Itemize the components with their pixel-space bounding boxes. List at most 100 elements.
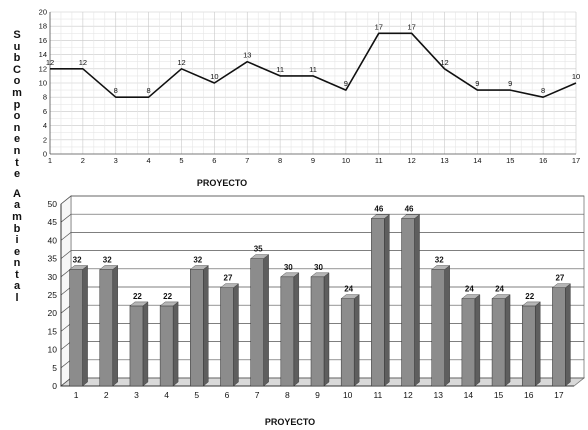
y-axis-title-letter: e bbox=[13, 133, 21, 146]
line-chart-x-tick-label: 15 bbox=[506, 156, 514, 165]
line-chart-data-label: 12 bbox=[177, 58, 185, 67]
bar-top bbox=[491, 294, 511, 299]
bar-top bbox=[310, 272, 330, 277]
bar-chart-x-tick-label: 16 bbox=[524, 390, 534, 400]
y-axis-title-letter: b bbox=[13, 52, 21, 65]
bar-data-label: 32 bbox=[435, 256, 444, 265]
y-axis-title-letter: S bbox=[13, 29, 21, 41]
bar bbox=[431, 269, 445, 387]
bar-chart-y-tick-label: 40 bbox=[48, 235, 58, 245]
line-chart-data-label: 12 bbox=[46, 58, 54, 67]
bar-chart-x-axis-title: PROYECTO bbox=[265, 417, 315, 427]
line-chart-x-tick-label: 1 bbox=[48, 156, 52, 165]
bar-top bbox=[521, 301, 541, 307]
bar-top bbox=[159, 301, 179, 307]
y-axis-title-letter: m bbox=[12, 86, 22, 99]
line-chart-data-label: 8 bbox=[541, 86, 545, 95]
bar-data-label: 30 bbox=[314, 263, 323, 272]
line-chart-y-tick-label: 16 bbox=[39, 36, 47, 45]
bar bbox=[310, 276, 325, 387]
line-chart-data-label: 17 bbox=[375, 22, 383, 31]
bar-side bbox=[565, 283, 571, 387]
bar bbox=[99, 269, 114, 387]
bar-chart-y-tick-label: 10 bbox=[48, 345, 58, 355]
line-chart-y-tick-label: 0 bbox=[43, 150, 47, 159]
line-chart-x-tick-label: 14 bbox=[473, 156, 481, 165]
y-axis-title-letter: e bbox=[13, 245, 21, 258]
bar-top bbox=[219, 283, 240, 288]
bar-data-label: 24 bbox=[344, 285, 353, 294]
bar-data-label: 27 bbox=[555, 274, 564, 283]
bar-chart-y-tick-label: 30 bbox=[48, 272, 58, 282]
line-chart-x-tick-label: 16 bbox=[539, 156, 547, 165]
bar-chart-y-tick-label: 20 bbox=[48, 308, 58, 318]
line-chart-x-tick-label: 3 bbox=[114, 156, 118, 165]
line-chart-y-tick-label: 10 bbox=[39, 79, 47, 88]
bar-chart-x-tick-label: 14 bbox=[464, 390, 474, 400]
bar-chart-y-tick-label: 25 bbox=[48, 290, 58, 300]
bar-top bbox=[280, 272, 300, 277]
line-chart-x-tick-label: 12 bbox=[407, 156, 415, 165]
bar-chart-y-tick-label: 45 bbox=[48, 217, 58, 227]
bar-side bbox=[293, 272, 300, 387]
line-chart-x-tick-label: 17 bbox=[572, 156, 580, 165]
bar-data-label: 24 bbox=[495, 285, 504, 294]
bar bbox=[159, 305, 174, 387]
y-axis-title-letter: b bbox=[13, 222, 21, 235]
line-chart-y-tick-label: 12 bbox=[39, 64, 47, 73]
bar-top bbox=[431, 265, 451, 270]
bar-data-label: 22 bbox=[525, 292, 534, 301]
y-axis-title-letter: o bbox=[13, 75, 21, 88]
bar-side bbox=[535, 301, 541, 387]
bar-data-label: 27 bbox=[224, 274, 233, 283]
bar-chart-y-tick-label: 35 bbox=[48, 254, 58, 264]
bar-chart: 0510152025303540455032132222322432527635… bbox=[48, 195, 586, 400]
line-chart-y-tick-label: 8 bbox=[43, 93, 47, 102]
y-axis-title-letter: l bbox=[15, 292, 19, 305]
bar-side bbox=[142, 301, 149, 387]
y-axis-title-letter: p bbox=[13, 98, 21, 111]
line-chart-data-label: 11 bbox=[276, 65, 284, 74]
bar-chart-x-tick-label: 5 bbox=[194, 390, 199, 400]
bar-chart-y-tick-label: 5 bbox=[52, 363, 57, 373]
bar-side bbox=[82, 265, 88, 387]
bar-chart-x-tick-label: 10 bbox=[343, 390, 353, 400]
line-chart-x-axis-title: PROYECTO bbox=[197, 178, 247, 188]
y-axis-title-letter: a bbox=[13, 199, 21, 212]
line-chart-y-tick-label: 4 bbox=[43, 121, 47, 130]
line-chart-data-label: 11 bbox=[309, 65, 317, 74]
bar-side bbox=[444, 265, 450, 387]
y-axis-title-letter: o bbox=[13, 110, 21, 123]
y-axis-title-letter: i bbox=[15, 234, 19, 247]
bar bbox=[461, 298, 476, 387]
bar bbox=[190, 269, 204, 387]
bar-data-label: 30 bbox=[284, 263, 293, 272]
y-axis-title-letter: A bbox=[13, 187, 21, 200]
bar-chart-y-tick-label: 0 bbox=[52, 381, 57, 391]
line-chart-data-label: 17 bbox=[407, 22, 415, 31]
bar bbox=[491, 298, 506, 387]
line-chart-x-tick-label: 10 bbox=[342, 156, 350, 165]
bar-top bbox=[99, 265, 119, 270]
y-axis-title-letter: n bbox=[13, 144, 21, 157]
bar-side bbox=[233, 283, 239, 387]
y-axis-title-letter: C bbox=[13, 63, 21, 76]
bar bbox=[371, 218, 385, 387]
line-chart-data-label: 9 bbox=[344, 79, 348, 88]
bar bbox=[220, 287, 234, 387]
bar-chart-x-tick-label: 9 bbox=[315, 390, 320, 400]
bar-chart-x-tick-label: 8 bbox=[285, 390, 290, 400]
bar bbox=[340, 298, 355, 387]
line-chart-data-label: 12 bbox=[79, 58, 87, 67]
bar-data-label: 32 bbox=[103, 256, 112, 265]
bar-chart-x-tick-label: 13 bbox=[433, 390, 443, 400]
line-chart-series-line bbox=[50, 32, 577, 98]
bar-data-label: 22 bbox=[133, 292, 142, 301]
bar-side bbox=[323, 272, 330, 387]
bar-chart-x-tick-label: 17 bbox=[554, 390, 564, 400]
bar-side bbox=[172, 301, 179, 387]
line-chart-data-label: 12 bbox=[440, 58, 448, 67]
bar-top bbox=[461, 294, 481, 299]
line-chart-data-label: 9 bbox=[508, 79, 512, 88]
line-chart-x-tick-label: 7 bbox=[245, 156, 249, 165]
